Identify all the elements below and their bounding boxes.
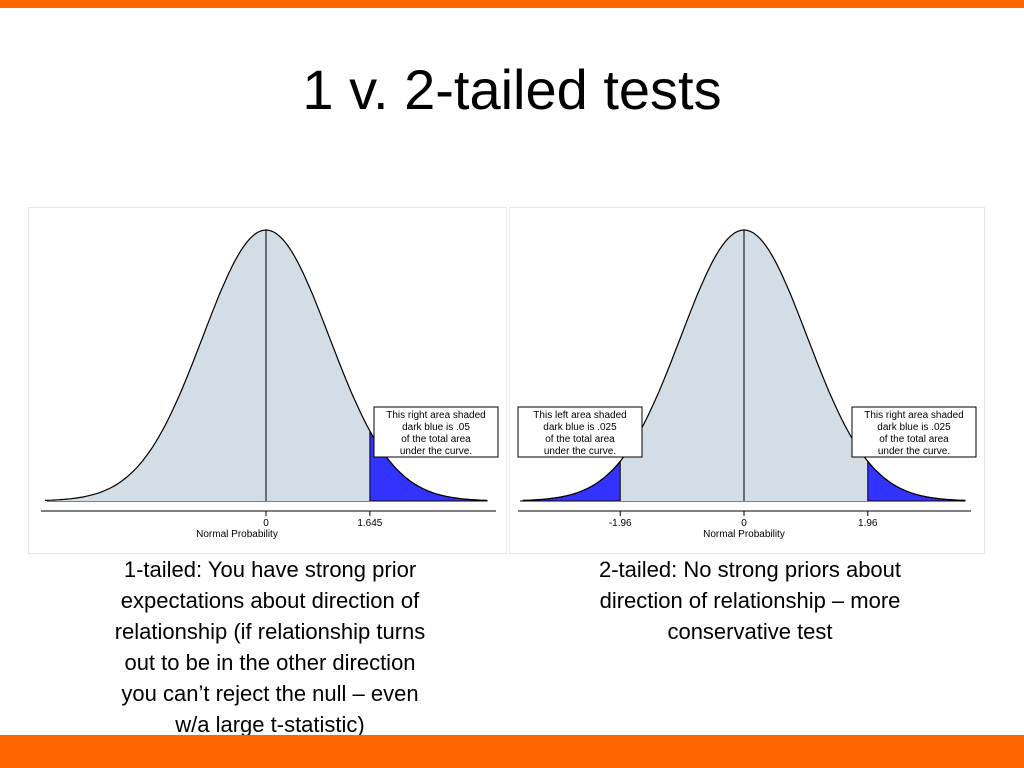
x-axis-label: Normal Probability — [196, 529, 278, 540]
caption-line: direction of relationship – more — [599, 588, 901, 613]
x-tick-label: 1.645 — [357, 518, 382, 529]
annotation-line: dark blue is .05 — [402, 422, 470, 433]
top-accent-bar — [0, 0, 1024, 8]
caption-line: 1-tailed: You have strong prior — [123, 557, 417, 582]
x-tick-label: 0 — [263, 518, 269, 529]
x-tick-label: 1.96 — [858, 518, 878, 529]
one-tailed-normal-chart: 0 1.645 Normal Probability This right area … — [41, 229, 499, 540]
annotation-line: of the total area — [879, 434, 949, 445]
caption-line: you can’t reject the null – even — [121, 681, 419, 706]
annotation-box — [517, 406, 643, 458]
annotation-box — [851, 406, 977, 458]
caption-line: w/a large t-statistic) — [175, 712, 365, 737]
annotation-line: under the curve. — [400, 446, 472, 457]
two-tailed-normal-chart: -1.96 0 1.96 Normal Probability This left ar… — [517, 229, 977, 540]
one-tailed-chart-panel: 0 1.645 Normal Probability This right area … — [28, 207, 507, 554]
caption-line: 2-tailed: No strong priors about — [598, 557, 902, 582]
x-axis-label: Normal Probability — [703, 529, 785, 540]
x-tick-label: 0 — [741, 518, 747, 529]
bottom-accent-bar — [0, 735, 1024, 768]
caption-line: out to be in the other direction — [124, 650, 416, 675]
annotation-line: under the curve. — [544, 446, 616, 457]
two-tailed-caption: 2-tailed: No strong priors about directi… — [552, 554, 948, 647]
annotation-line: dark blue is .025 — [877, 422, 951, 433]
annotation-line: This right area shaded — [864, 410, 964, 421]
annotation-line: This left area shaded — [533, 410, 626, 421]
caption-line: conservative test — [667, 619, 833, 644]
annotation-box — [373, 406, 499, 458]
annotation-line: under the curve. — [878, 446, 950, 457]
annotation-line: This right area shaded — [386, 410, 486, 421]
annotation-line: of the total area — [545, 434, 615, 445]
annotation-line: dark blue is .025 — [543, 422, 617, 433]
caption-line: expectations about direction of — [120, 588, 420, 613]
caption-line: relationship (if relationship turns — [114, 619, 426, 644]
slide-title: 1 v. 2-tailed tests — [302, 58, 722, 121]
one-tailed-caption: 1-tailed: You have strong prior expectat… — [70, 554, 470, 740]
annotation-line: of the total area — [401, 434, 471, 445]
two-tailed-chart-panel: -1.96 0 1.96 Normal Probability This left ar… — [509, 207, 985, 554]
x-tick-label: -1.96 — [609, 518, 632, 529]
